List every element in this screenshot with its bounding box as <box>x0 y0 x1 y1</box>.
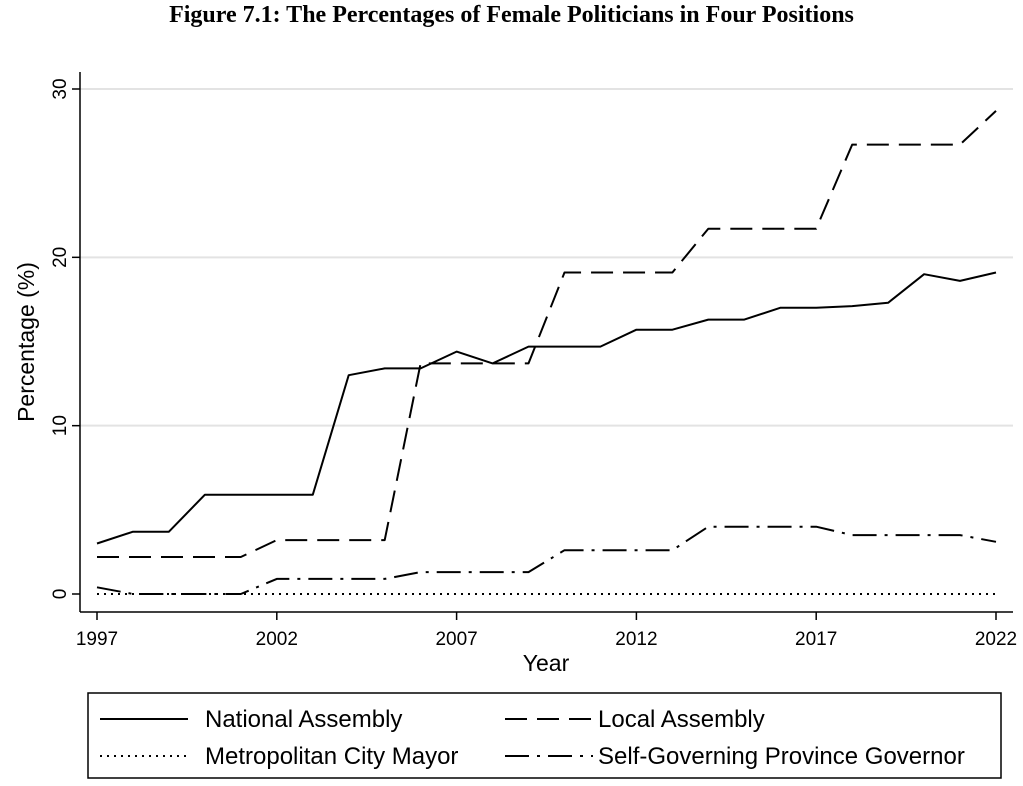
chart-title: Figure 7.1: The Percentages of Female Po… <box>169 2 854 28</box>
x-tick-label: 1997 <box>76 629 118 650</box>
series-line-solid <box>96 271 997 545</box>
legend: National Assembly Local Assembly Metropoli… <box>87 692 1002 779</box>
x-tick-label: 2022 <box>975 629 1017 650</box>
x-tick-label: 2012 <box>615 629 657 650</box>
x-axis-title: Year <box>523 650 570 676</box>
gridlines <box>80 88 1013 427</box>
x-tick-label: 2002 <box>256 629 298 650</box>
y-tick-label: 10 <box>50 415 71 436</box>
axes: 0 10 20 30 1997 2002 2007 2012 2017 2022 Year Perce… <box>13 72 1017 676</box>
x-tick-label: 2007 <box>435 629 477 650</box>
legend-label: Metropolitan City Mayor <box>205 743 458 770</box>
x-tick-label: 2017 <box>795 629 837 650</box>
legend-label: Self-Governing Province Governor <box>598 743 965 770</box>
y-tick-label: 30 <box>50 78 71 99</box>
y-tick-label: 0 <box>50 589 71 600</box>
legend-label: National Assembly <box>205 706 402 733</box>
y-axis-title: Percentage (%) <box>13 262 39 422</box>
legend-box <box>87 692 1002 779</box>
y-tick-label: 20 <box>50 247 71 268</box>
legend-label: Local Assembly <box>598 706 765 733</box>
series-line-dash <box>97 110 997 558</box>
series-lines <box>96 110 997 595</box>
series-line-dashdot <box>96 525 997 595</box>
